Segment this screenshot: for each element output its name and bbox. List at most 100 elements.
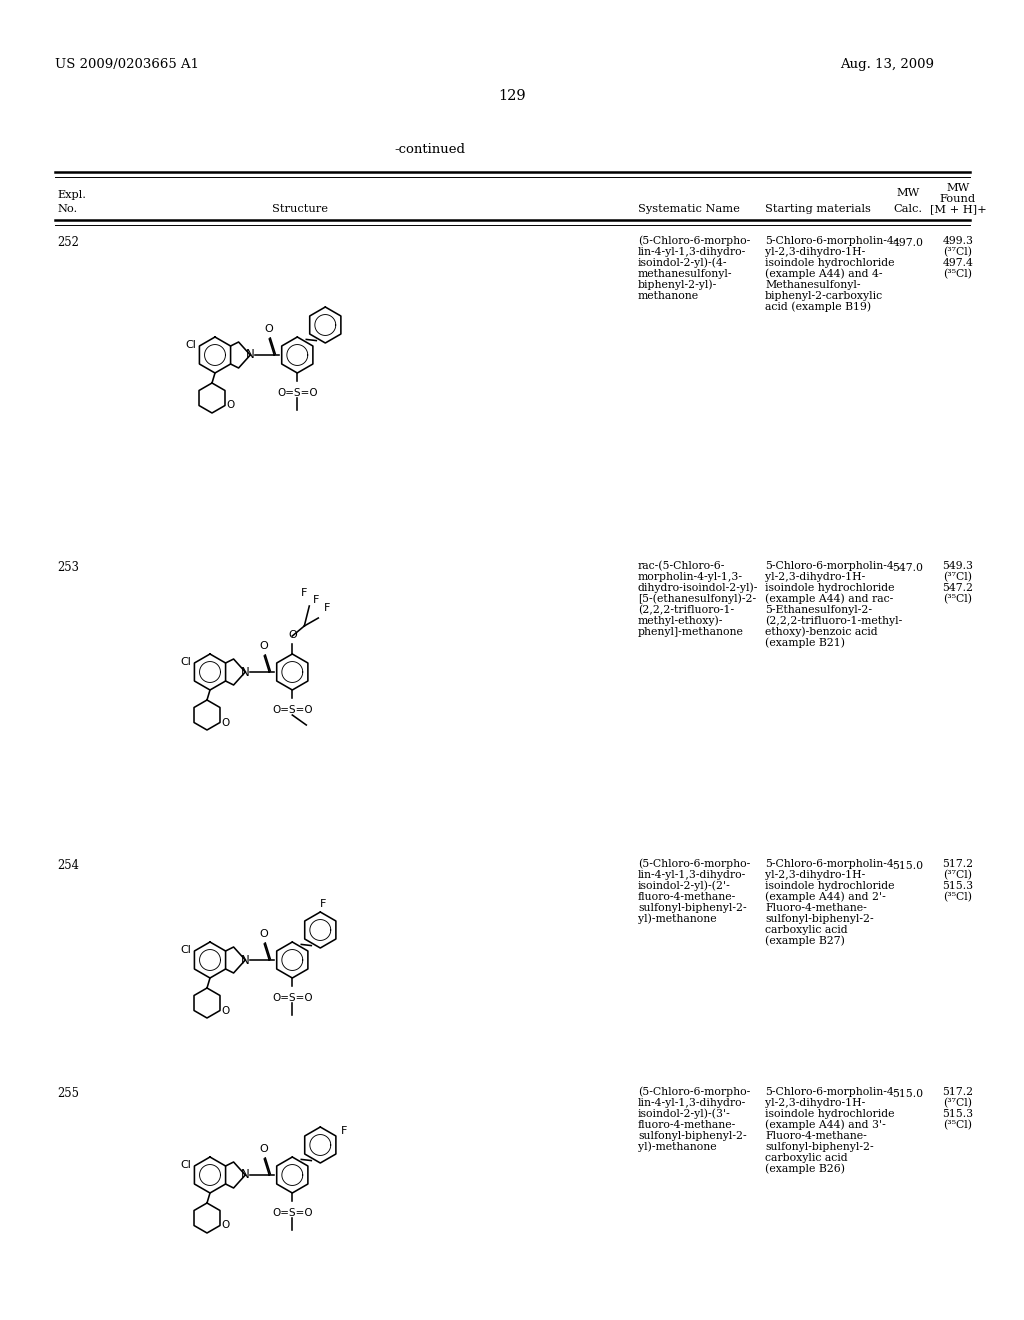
Text: 253: 253 [57, 561, 79, 574]
Text: 517.2: 517.2 [942, 859, 974, 869]
Text: 549.3: 549.3 [942, 561, 974, 572]
Text: (³⁷Cl): (³⁷Cl) [943, 247, 973, 257]
Text: yl-2,3-dihydro-1H-: yl-2,3-dihydro-1H- [765, 1098, 865, 1107]
Text: yl-2,3-dihydro-1H-: yl-2,3-dihydro-1H- [765, 247, 865, 257]
Text: 515.0: 515.0 [893, 861, 924, 871]
Text: biphenyl-2-carboxylic: biphenyl-2-carboxylic [765, 290, 883, 301]
Text: dihydro-isoindol-2-yl)-: dihydro-isoindol-2-yl)- [638, 582, 759, 593]
Text: N: N [241, 1168, 250, 1181]
Text: MW: MW [896, 187, 920, 198]
Text: Structure: Structure [272, 205, 328, 214]
Text: [M + H]+: [M + H]+ [930, 205, 986, 214]
Text: F: F [321, 899, 327, 909]
Text: (example A44) and 3'-: (example A44) and 3'- [765, 1119, 886, 1130]
Text: 254: 254 [57, 859, 79, 873]
Text: (³⁵Cl): (³⁵Cl) [943, 892, 973, 902]
Text: methyl-ethoxy)-: methyl-ethoxy)- [638, 615, 723, 626]
Text: O: O [221, 718, 229, 727]
Text: 5-Chloro-6-morpholin-4-: 5-Chloro-6-morpholin-4- [765, 859, 897, 869]
Text: sulfonyl-biphenyl-2-: sulfonyl-biphenyl-2- [765, 1142, 873, 1152]
Text: Expl.: Expl. [57, 190, 86, 201]
Text: (example A44) and 2'-: (example A44) and 2'- [765, 891, 886, 902]
Text: 252: 252 [57, 236, 79, 249]
Text: isoindol-2-yl)-(4-: isoindol-2-yl)-(4- [638, 257, 727, 268]
Text: F: F [301, 587, 307, 598]
Text: O=S=O: O=S=O [272, 993, 312, 1003]
Text: morpholin-4-yl-1,3-: morpholin-4-yl-1,3- [638, 572, 743, 582]
Text: 255: 255 [57, 1086, 79, 1100]
Text: Methanesulfonyl-: Methanesulfonyl- [765, 280, 860, 290]
Text: fluoro-4-methane-: fluoro-4-methane- [638, 892, 736, 902]
Text: Cl: Cl [185, 341, 197, 350]
Text: Calc.: Calc. [893, 205, 923, 214]
Text: (³⁷Cl): (³⁷Cl) [943, 870, 973, 880]
Text: phenyl]-methanone: phenyl]-methanone [638, 627, 743, 638]
Text: (2,2,2-trifluoro-1-: (2,2,2-trifluoro-1- [638, 605, 734, 615]
Text: O: O [226, 400, 234, 411]
Text: O: O [259, 1144, 267, 1154]
Text: 129: 129 [499, 88, 525, 103]
Text: MW: MW [946, 183, 970, 193]
Text: 517.2: 517.2 [942, 1086, 974, 1097]
Text: (³⁵Cl): (³⁵Cl) [943, 594, 973, 605]
Text: (³⁵Cl): (³⁵Cl) [943, 269, 973, 279]
Text: (5-Chloro-6-morpho-: (5-Chloro-6-morpho- [638, 1086, 751, 1097]
Text: fluoro-4-methane-: fluoro-4-methane- [638, 1119, 736, 1130]
Text: Aug. 13, 2009: Aug. 13, 2009 [840, 58, 934, 71]
Text: Systematic Name: Systematic Name [638, 205, 740, 214]
Text: 547.2: 547.2 [942, 583, 974, 593]
Text: 5-Chloro-6-morpholin-4-: 5-Chloro-6-morpholin-4- [765, 1086, 897, 1097]
Text: isoindole hydrochloride: isoindole hydrochloride [765, 257, 895, 268]
Text: yl-2,3-dihydro-1H-: yl-2,3-dihydro-1H- [765, 572, 865, 582]
Text: (³⁷Cl): (³⁷Cl) [943, 1098, 973, 1107]
Text: 515.3: 515.3 [942, 1109, 974, 1119]
Text: Starting materials: Starting materials [765, 205, 870, 214]
Text: (example A44) and rac-: (example A44) and rac- [765, 594, 893, 605]
Text: 5-Chloro-6-morpholin-4-: 5-Chloro-6-morpholin-4- [765, 561, 897, 572]
Text: O=S=O: O=S=O [272, 1208, 312, 1218]
Text: O: O [259, 642, 267, 651]
Text: Fluoro-4-methane-: Fluoro-4-methane- [765, 1131, 866, 1140]
Text: F: F [341, 1126, 347, 1137]
Text: O: O [221, 1006, 229, 1015]
Text: (example B26): (example B26) [765, 1163, 845, 1173]
Text: O=S=O: O=S=O [276, 388, 317, 399]
Text: 515.0: 515.0 [893, 1089, 924, 1100]
Text: -continued: -continued [394, 143, 466, 156]
Text: F: F [325, 603, 331, 612]
Text: O: O [259, 929, 267, 939]
Text: yl-2,3-dihydro-1H-: yl-2,3-dihydro-1H- [765, 870, 865, 880]
Text: (5-Chloro-6-morpho-: (5-Chloro-6-morpho- [638, 858, 751, 869]
Text: 499.3: 499.3 [942, 236, 974, 246]
Text: methanone: methanone [638, 290, 699, 301]
Text: 497.0: 497.0 [893, 238, 924, 248]
Text: 515.3: 515.3 [942, 880, 974, 891]
Text: isoindole hydrochloride: isoindole hydrochloride [765, 880, 895, 891]
Text: (example B27): (example B27) [765, 936, 845, 946]
Text: Cl: Cl [180, 1160, 191, 1170]
Text: O: O [288, 630, 297, 640]
Text: (³⁷Cl): (³⁷Cl) [943, 572, 973, 582]
Text: No.: No. [57, 205, 77, 214]
Text: carboxylic acid: carboxylic acid [765, 1152, 848, 1163]
Text: 5-Ethanesulfonyl-2-: 5-Ethanesulfonyl-2- [765, 605, 872, 615]
Text: (³⁵Cl): (³⁵Cl) [943, 1119, 973, 1130]
Text: Found: Found [940, 194, 976, 205]
Text: (example A44) and 4-: (example A44) and 4- [765, 268, 883, 279]
Text: [5-(ethanesulfonyl)-2-: [5-(ethanesulfonyl)-2- [638, 594, 756, 605]
Text: yl)-methanone: yl)-methanone [638, 913, 717, 924]
Text: (2,2,2-trifluoro-1-methyl-: (2,2,2-trifluoro-1-methyl- [765, 615, 902, 626]
Text: yl)-methanone: yl)-methanone [638, 1142, 717, 1152]
Text: N: N [241, 665, 250, 678]
Text: biphenyl-2-yl)-: biphenyl-2-yl)- [638, 280, 717, 290]
Text: sulfonyl-biphenyl-2-: sulfonyl-biphenyl-2- [638, 1131, 746, 1140]
Text: O=S=O: O=S=O [272, 705, 312, 715]
Text: 497.4: 497.4 [942, 257, 974, 268]
Text: 547.0: 547.0 [893, 564, 924, 573]
Text: acid (example B19): acid (example B19) [765, 301, 871, 312]
Text: N: N [246, 348, 255, 362]
Text: US 2009/0203665 A1: US 2009/0203665 A1 [55, 58, 199, 71]
Text: (5-Chloro-6-morpho-: (5-Chloro-6-morpho- [638, 235, 751, 246]
Text: Cl: Cl [180, 945, 191, 954]
Text: N: N [241, 953, 250, 966]
